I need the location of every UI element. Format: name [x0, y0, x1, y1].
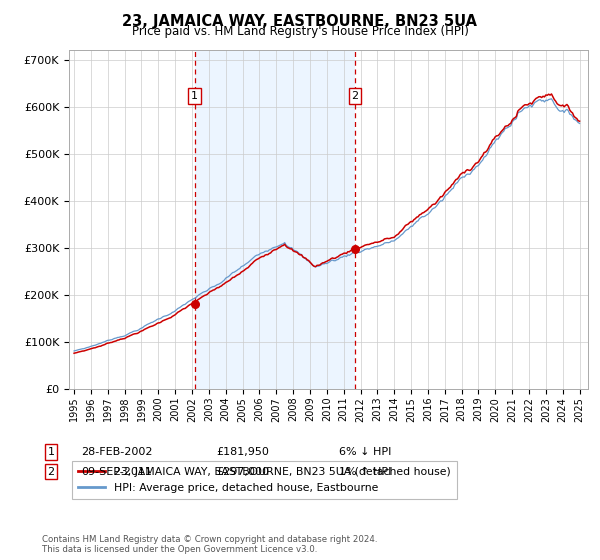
Legend: 23, JAMAICA WAY, EASTBOURNE, BN23 5UA (detached house), HPI: Average price, deta: 23, JAMAICA WAY, EASTBOURNE, BN23 5UA (d… [72, 461, 457, 499]
Text: 23, JAMAICA WAY, EASTBOURNE, BN23 5UA: 23, JAMAICA WAY, EASTBOURNE, BN23 5UA [122, 14, 478, 29]
Text: £297,000: £297,000 [216, 466, 269, 477]
Text: 1: 1 [47, 447, 55, 457]
Text: 1: 1 [191, 91, 198, 101]
Text: 28-FEB-2002: 28-FEB-2002 [81, 447, 152, 457]
Text: 2: 2 [352, 91, 359, 101]
Text: Price paid vs. HM Land Registry's House Price Index (HPI): Price paid vs. HM Land Registry's House … [131, 25, 469, 38]
Text: 1% ↑ HPI: 1% ↑ HPI [339, 466, 391, 477]
Text: 6% ↓ HPI: 6% ↓ HPI [339, 447, 391, 457]
Text: Contains HM Land Registry data © Crown copyright and database right 2024.
This d: Contains HM Land Registry data © Crown c… [42, 535, 377, 554]
Text: £181,950: £181,950 [216, 447, 269, 457]
Text: 09-SEP-2011: 09-SEP-2011 [81, 466, 152, 477]
Text: 2: 2 [47, 466, 55, 477]
